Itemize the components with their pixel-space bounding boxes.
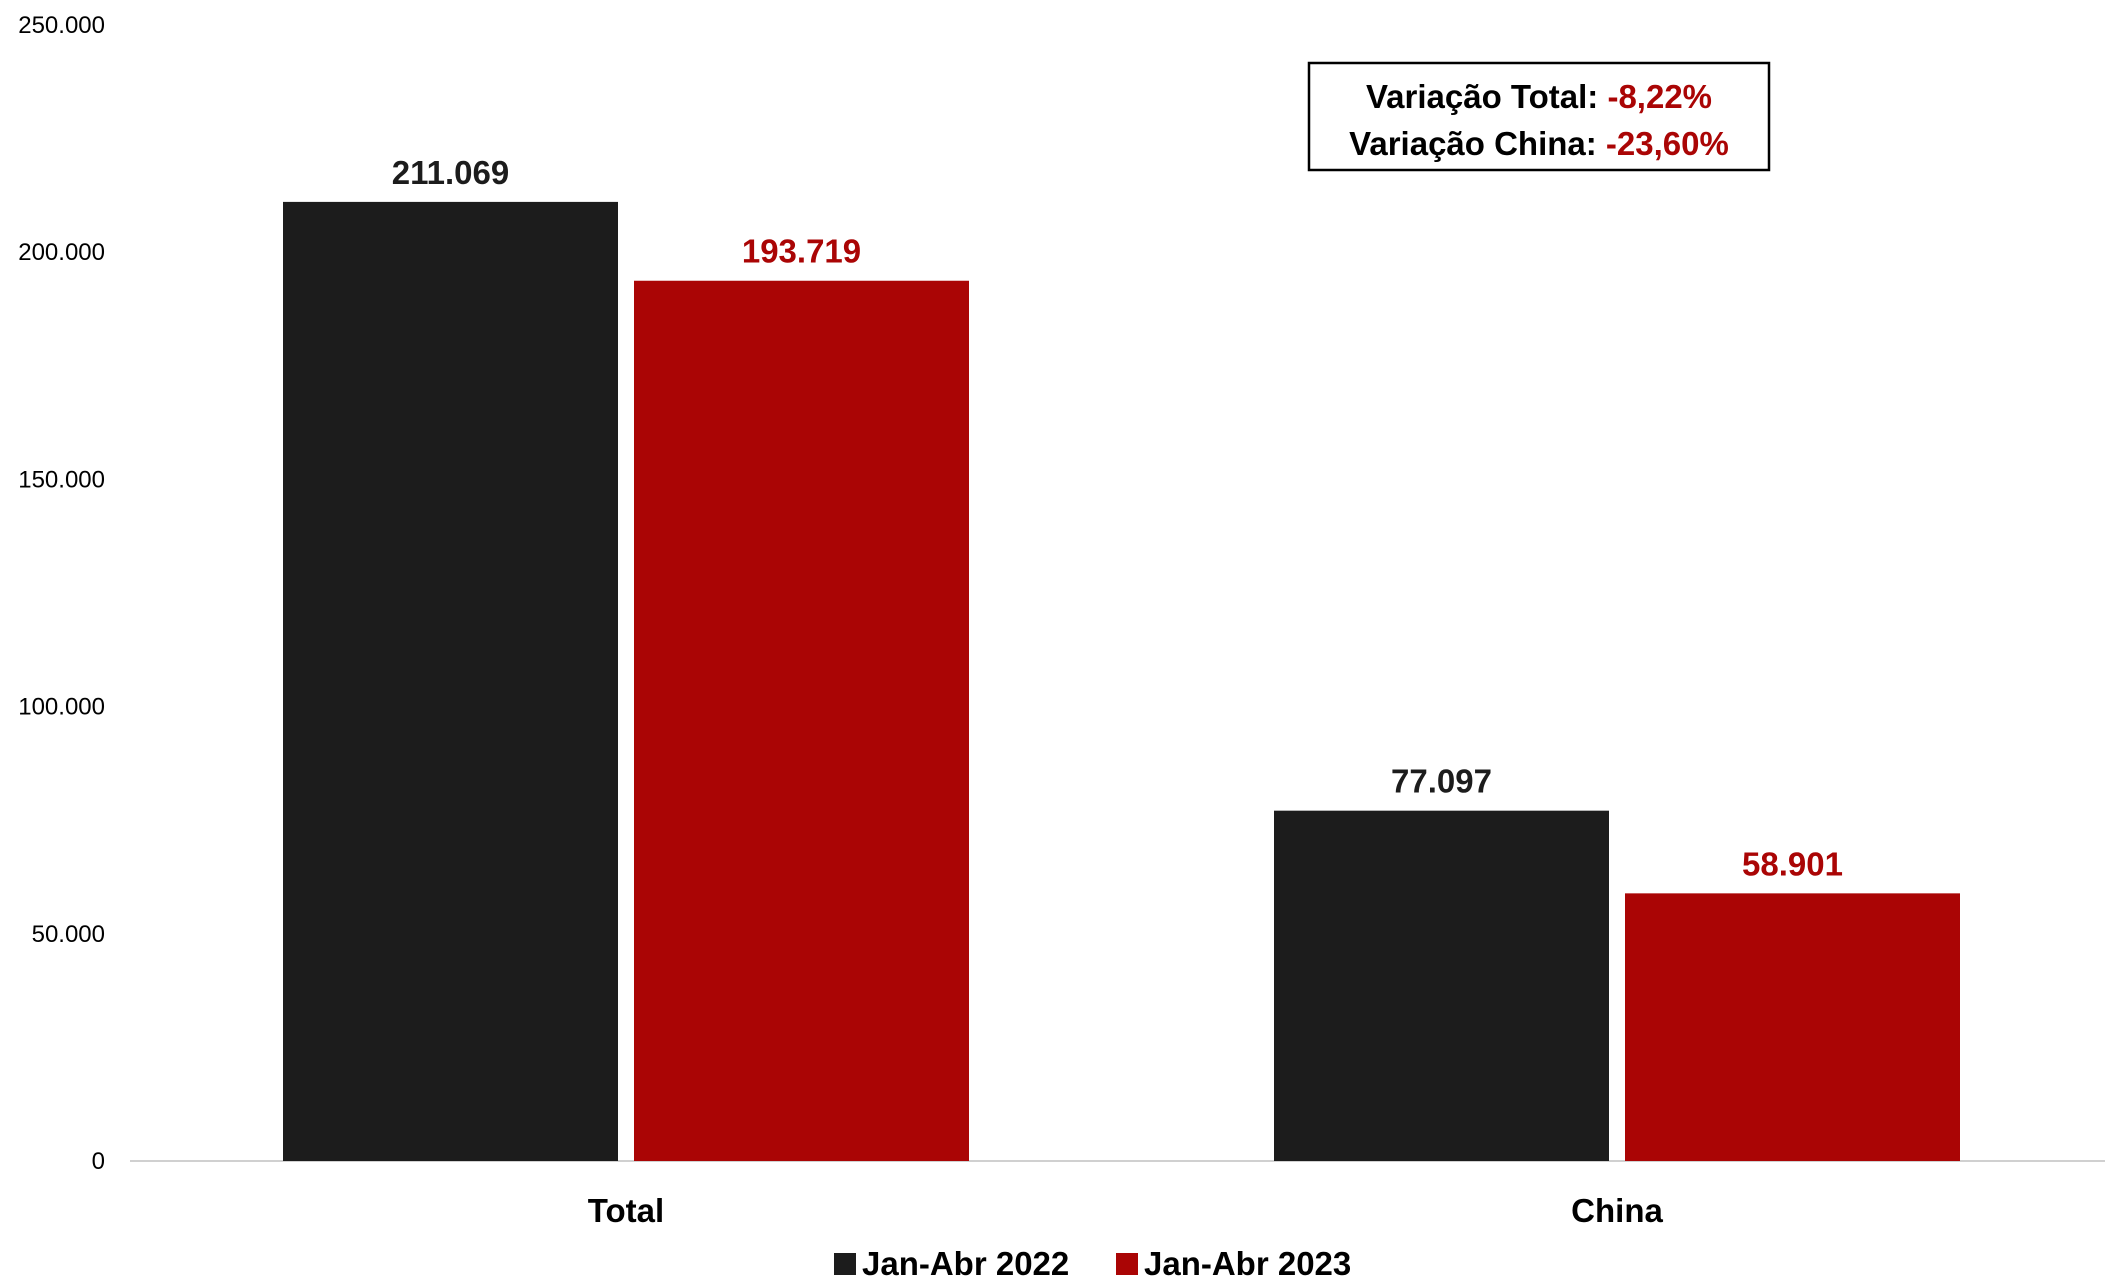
annotation-value-total: -8,22% — [1607, 78, 1712, 115]
data-labels: 211.069 193.719 77.097 58.901 — [392, 154, 1843, 882]
y-tick-label: 200.000 — [18, 239, 105, 266]
y-axis: 0 50.000 100.000 150.000 200.000 250.000 — [18, 12, 105, 1175]
legend-label-series-0: Jan-Abr 2022 — [862, 1245, 1069, 1279]
data-label-china-series-0: 77.097 — [1391, 763, 1492, 800]
bar-total-series-0 — [283, 201, 618, 1161]
legend-swatch-series-1 — [1116, 1253, 1138, 1275]
x-tick-label-total: Total — [588, 1192, 664, 1229]
annotation-value-china: -23,60% — [1606, 125, 1729, 162]
legend-label-series-1: Jan-Abr 2023 — [1144, 1245, 1351, 1279]
legend-swatch-series-0 — [834, 1253, 856, 1275]
variation-annotation-box: Variação Total: -8,22% Variação China: -… — [1307, 61, 1771, 172]
annotation-label-total: Variação Total: — [1366, 78, 1607, 115]
y-tick-label: 250.000 — [18, 12, 105, 39]
x-tick-label-china: China — [1571, 1192, 1663, 1229]
data-label-total-series-1: 193.719 — [742, 233, 861, 270]
data-label-total-series-0: 211.069 — [392, 154, 509, 191]
annotation-line-china: Variação China: -23,60% — [1349, 125, 1729, 162]
bars — [283, 201, 1960, 1162]
data-label-china-series-1: 58.901 — [1742, 845, 1843, 882]
annotation-border — [1307, 61, 1771, 172]
y-tick-label: 50.000 — [32, 921, 105, 948]
bar-china-series-1 — [1625, 893, 1960, 1161]
annotation-line-total: Variação Total: -8,22% — [1366, 78, 1712, 115]
legend: Jan-Abr 2022 Jan-Abr 2023 — [834, 1245, 1351, 1279]
y-tick-label: 100.000 — [18, 694, 105, 721]
x-axis: Total China — [588, 1192, 1664, 1229]
annotation-label-china: Variação China: — [1349, 125, 1606, 162]
y-tick-label: 150.000 — [18, 466, 105, 493]
bar-china-series-0 — [1274, 810, 1609, 1161]
bar-total-series-1 — [634, 280, 969, 1162]
y-tick-label: 0 — [92, 1148, 105, 1175]
